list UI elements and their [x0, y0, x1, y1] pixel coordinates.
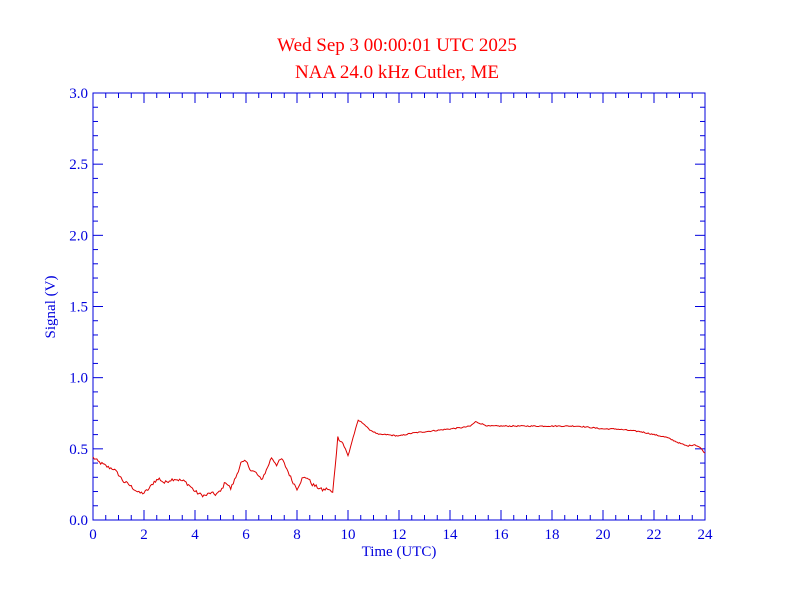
axis-ticks	[92, 92, 706, 521]
x-tick-label: 4	[191, 527, 199, 543]
x-tick-label: 14	[443, 527, 459, 543]
y-axis-label: Signal (V)	[43, 276, 59, 339]
y-tick-label: 2.5	[69, 157, 88, 173]
x-tick-label: 20	[596, 527, 611, 543]
y-tick-label: 3.0	[69, 86, 88, 102]
chart-subtitle: NAA 24.0 kHz Cutler, ME	[295, 62, 499, 83]
x-tick-label: 2	[140, 527, 148, 543]
y-tick-label: 2.0	[69, 228, 88, 244]
y-tick-label: 0.0	[69, 513, 88, 529]
x-tick-label: 6	[242, 527, 250, 543]
y-tick-label: 1.5	[69, 300, 88, 316]
x-tick-label: 10	[341, 527, 356, 543]
x-tick-label: 12	[392, 527, 407, 543]
x-tick-label: 16	[494, 527, 510, 543]
y-tick-labels: 0.0 0.5 1.0 1.5 2.0 2.5 3.0	[69, 86, 88, 529]
y-tick-label: 0.5	[69, 442, 88, 458]
x-tick-label: 8	[293, 527, 301, 543]
plot-frame	[92, 92, 706, 521]
x-tick-label: 18	[545, 527, 560, 543]
signal-series-line	[92, 419, 706, 498]
y-tick-label: 1.0	[69, 371, 88, 387]
x-tick-label: 0	[89, 527, 97, 543]
x-tick-label: 24	[698, 527, 714, 543]
x-tick-labels: 0 2 4 6 8 10 12 14 16 18 20 22 24	[89, 527, 713, 543]
x-tick-label: 22	[647, 527, 662, 543]
x-axis-label: Time (UTC)	[362, 544, 437, 560]
chart-title: Wed Sep 3 00:00:01 UTC 2025	[277, 35, 517, 56]
